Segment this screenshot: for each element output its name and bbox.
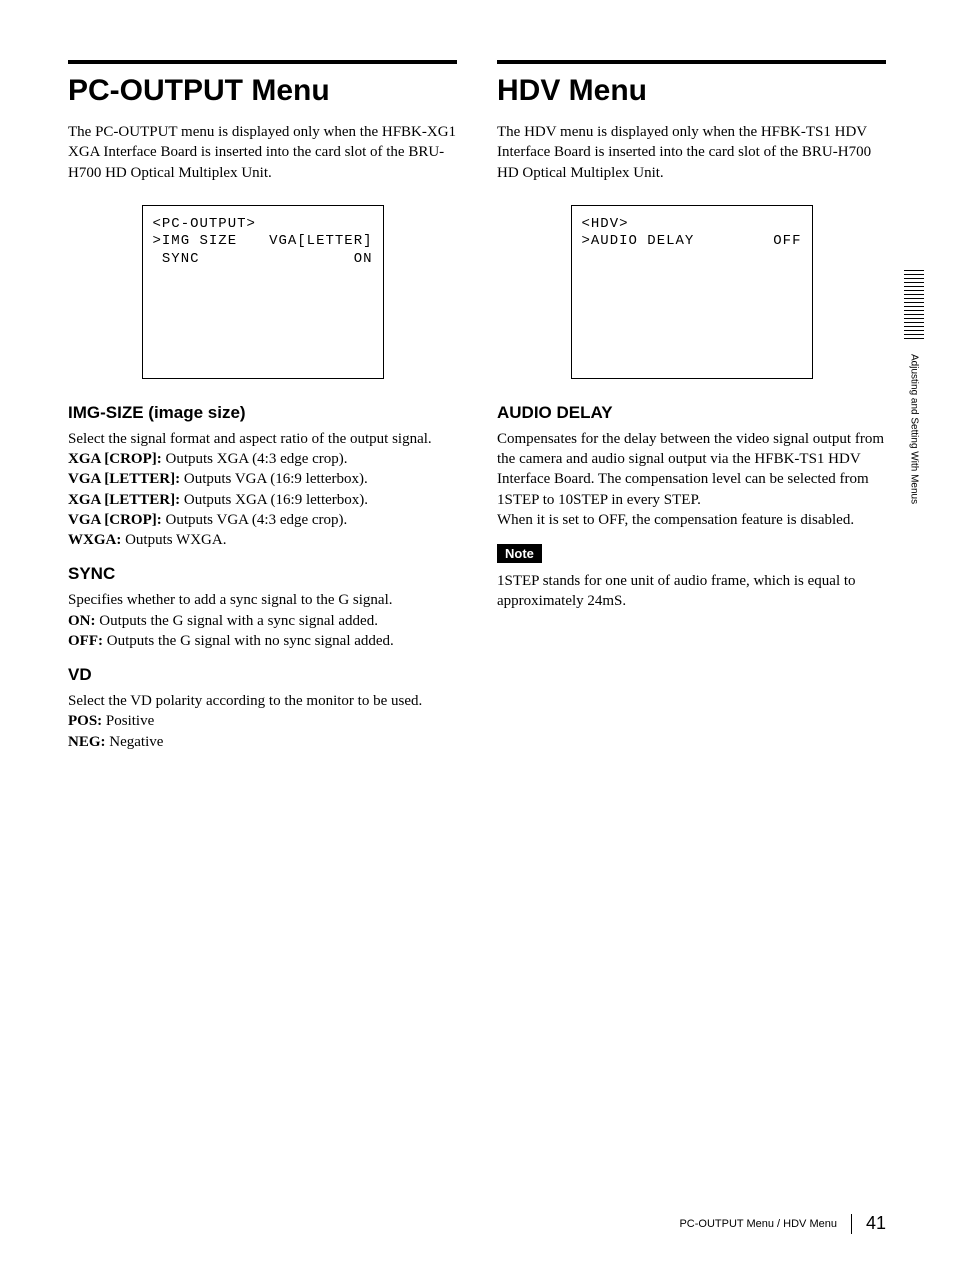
pc-output-intro: The PC-OUTPUT menu is displayed only whe… (68, 122, 457, 183)
section-divider (497, 60, 886, 64)
menu-row-value: OFF (773, 233, 801, 251)
option-val: Outputs XGA (4:3 edge crop). (162, 451, 348, 467)
img-size-body: Select the signal format and aspect rati… (68, 429, 457, 551)
option-line: XGA [LETTER]: Outputs XGA (16:9 letterbo… (68, 490, 457, 510)
option-val: Outputs WXGA. (121, 532, 226, 548)
section-desc: Select the VD polarity according to the … (68, 691, 457, 711)
pc-output-heading: PC-OUTPUT Menu (68, 74, 457, 108)
option-key: OFF: (68, 633, 103, 649)
menu-title: <PC-OUTPUT> (153, 216, 373, 234)
page-number: 41 (866, 1213, 886, 1234)
section-desc: Select the signal format and aspect rati… (68, 429, 457, 449)
section-divider (68, 60, 457, 64)
option-line: VGA [LETTER]: Outputs VGA (16:9 letterbo… (68, 469, 457, 489)
left-column: PC-OUTPUT Menu The PC-OUTPUT menu is dis… (68, 60, 457, 752)
menu-row: >IMG SIZE VGA[LETTER] (153, 233, 373, 251)
sync-heading: SYNC (68, 564, 457, 584)
section-desc: Specifies whether to add a sync signal t… (68, 590, 457, 610)
option-key: VGA [LETTER]: (68, 471, 180, 487)
option-line: OFF: Outputs the G signal with no sync s… (68, 631, 457, 651)
option-key: POS: (68, 713, 102, 729)
option-key: XGA [CROP]: (68, 451, 162, 467)
option-key: XGA [LETTER]: (68, 492, 180, 508)
page-footer: PC-OUTPUT Menu / HDV Menu 41 (679, 1213, 886, 1234)
sync-body: Specifies whether to add a sync signal t… (68, 590, 457, 651)
menu-row: >AUDIO DELAY OFF (582, 233, 802, 251)
menu-row-label: >AUDIO DELAY (582, 233, 695, 251)
audio-delay-heading: AUDIO DELAY (497, 403, 886, 423)
side-tab-label: Adjusting and Setting With Menus (909, 354, 920, 504)
option-val: Negative (106, 734, 164, 750)
pc-output-menu-display: <PC-OUTPUT> >IMG SIZE VGA[LETTER] SYNC O… (142, 205, 384, 379)
option-line: WXGA: Outputs WXGA. (68, 530, 457, 550)
option-val: Outputs the G signal with no sync signal… (103, 633, 394, 649)
hdv-menu-display: <HDV> >AUDIO DELAY OFF (571, 205, 813, 379)
note-badge: Note (497, 544, 542, 563)
vd-heading: VD (68, 665, 457, 685)
footer-divider (851, 1214, 852, 1234)
menu-row: SYNC ON (153, 251, 373, 269)
option-val: Outputs VGA (4:3 edge crop). (162, 512, 348, 528)
option-val: Outputs VGA (16:9 letterbox). (180, 471, 368, 487)
option-val: Positive (102, 713, 154, 729)
audio-delay-body: Compensates for the delay between the vi… (497, 429, 886, 530)
option-key: WXGA: (68, 532, 121, 548)
section-desc: Compensates for the delay between the vi… (497, 429, 886, 510)
option-line: POS: Positive (68, 711, 457, 731)
menu-row-value: ON (354, 251, 373, 269)
img-size-heading: IMG-SIZE (image size) (68, 403, 457, 423)
right-column: HDV Menu The HDV menu is displayed only … (497, 60, 886, 752)
option-line: XGA [CROP]: Outputs XGA (4:3 edge crop). (68, 449, 457, 469)
vd-body: Select the VD polarity according to the … (68, 691, 457, 752)
option-val: Outputs XGA (16:9 letterbox). (180, 492, 368, 508)
option-key: ON: (68, 613, 96, 629)
option-key: NEG: (68, 734, 106, 750)
side-tab-lines-icon (904, 270, 924, 342)
menu-row-label: >IMG SIZE (153, 233, 238, 251)
option-line: ON: Outputs the G signal with a sync sig… (68, 611, 457, 631)
option-key: VGA [CROP]: (68, 512, 162, 528)
option-val: Outputs the G signal with a sync signal … (96, 613, 378, 629)
hdv-intro: The HDV menu is displayed only when the … (497, 122, 886, 183)
section-desc: When it is set to OFF, the compensation … (497, 510, 886, 530)
hdv-heading: HDV Menu (497, 74, 886, 108)
menu-row-value: VGA[LETTER] (269, 233, 372, 251)
option-line: NEG: Negative (68, 732, 457, 752)
note-text: 1STEP stands for one unit of audio frame… (497, 571, 886, 612)
footer-section-title: PC-OUTPUT Menu / HDV Menu (679, 1218, 837, 1230)
option-line: VGA [CROP]: Outputs VGA (4:3 edge crop). (68, 510, 457, 530)
menu-title: <HDV> (582, 216, 802, 234)
side-tab: Adjusting and Setting With Menus (904, 270, 924, 504)
menu-row-label: SYNC (153, 251, 200, 269)
